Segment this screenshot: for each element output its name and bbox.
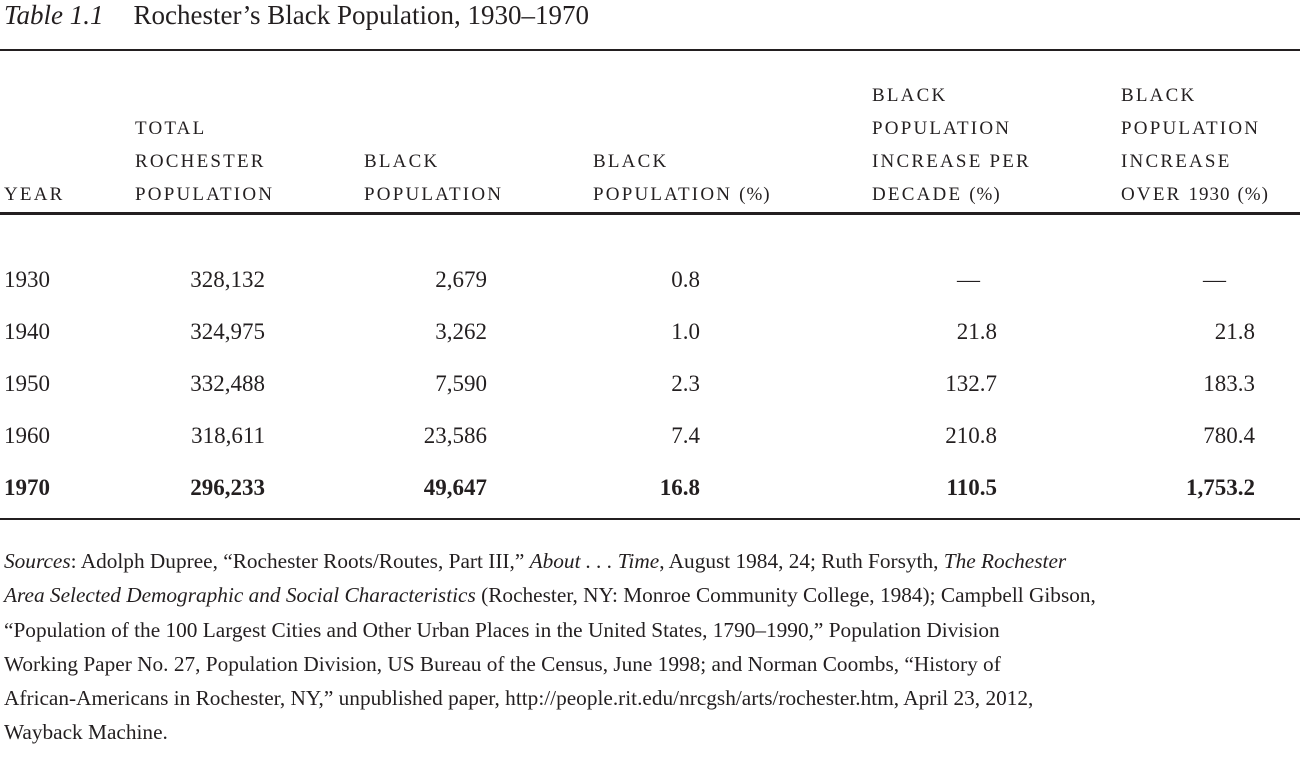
sources-line: “Population of the 100 Largest Cities an… xyxy=(4,617,1000,642)
cell-increase-over-1930: 183.3 xyxy=(1203,371,1255,396)
cell-black-population-pct: 0.8 xyxy=(671,267,700,292)
sources-text: , August 1984, 24; Ruth Forsyth, xyxy=(659,549,944,573)
cell-black-population-pct: 1.0 xyxy=(671,319,700,344)
cell-total-population: 318,611 xyxy=(191,423,265,448)
header-total-population: Total Rochester Population xyxy=(135,112,274,211)
header-year: Year xyxy=(4,178,65,211)
table-caption: Rochester’s Black Population, 1930–1970 xyxy=(133,0,589,30)
sources-line: African-Americans in Rochester, NY,” unp… xyxy=(4,686,1034,711)
cell-black-population: 2,679 xyxy=(435,267,487,292)
table-row: 1940 324,975 3,262 1.0 21.8 21.8 xyxy=(0,319,1302,359)
header-line: Total xyxy=(135,118,207,139)
sources-note: Sources: Adolph Dupree, “Rochester Roots… xyxy=(4,544,1096,750)
cell-increase-per-decade: — xyxy=(957,267,980,292)
cell-increase-per-decade: 110.5 xyxy=(946,475,997,500)
header-line: Rochester xyxy=(135,151,266,172)
cell-black-population: 3,262 xyxy=(435,319,487,344)
sources-text: : Adolph Dupree, “Rochester Roots/Routes… xyxy=(70,549,530,573)
cell-year: 1960 xyxy=(4,423,50,448)
cell-black-population: 49,647 xyxy=(423,475,487,500)
header-black-population-pct: Black Population (%) xyxy=(593,145,771,211)
table-row: 1930 328,132 2,679 0.8 — — xyxy=(0,267,1302,307)
cell-year: 1970 xyxy=(4,475,50,500)
header-line: Increase per xyxy=(872,151,1031,172)
sources-text: (Rochester, NY: Monroe Community College… xyxy=(475,583,1096,608)
sources-line: Sources: Adolph Dupree, “Rochester Roots… xyxy=(4,544,1096,578)
cell-black-population-pct: 2.3 xyxy=(671,371,700,396)
header-line: Black xyxy=(872,85,948,106)
header-increase-per-decade: Black Population Increase per Decade (%) xyxy=(872,79,1031,211)
cell-total-population: 332,488 xyxy=(190,371,265,396)
header-line: Black xyxy=(593,151,669,172)
cell-year: 1940 xyxy=(4,319,50,344)
header-line: Population (%) xyxy=(593,184,771,205)
cell-total-population: 324,975 xyxy=(190,319,265,344)
cell-year: 1950 xyxy=(4,371,50,396)
cell-black-population-pct: 16.8 xyxy=(659,475,700,500)
table-row: 1970 296,233 49,647 16.8 110.5 1,753.2 xyxy=(0,475,1302,515)
table-row: 1950 332,488 7,590 2.3 132.7 183.3 xyxy=(0,371,1302,411)
header-line: Black xyxy=(364,151,440,172)
cell-total-population: 296,233 xyxy=(190,475,265,500)
sources-line: Wayback Machine. xyxy=(4,720,168,745)
cell-black-population-pct: 7.4 xyxy=(671,423,700,448)
table-title: Table 1.1 Rochester’s Black Population, 1… xyxy=(4,0,589,31)
header-line: Population xyxy=(364,184,504,205)
header-black-population: Black Population xyxy=(364,145,503,211)
header-line: Population xyxy=(872,118,1012,139)
cell-increase-per-decade: 210.8 xyxy=(945,423,997,448)
table-number: Table 1.1 xyxy=(4,0,104,30)
header-line: Decade (%) xyxy=(872,184,1001,205)
cell-increase-over-1930: 1,753.2 xyxy=(1186,475,1255,500)
header-increase-over-1930: Black Population Increase Over 1930 (%) xyxy=(1121,79,1269,211)
sources-line: Area Selected Demographic and Social Cha… xyxy=(4,578,1096,612)
header-line: Increase xyxy=(1121,151,1232,172)
sources-label: Sources xyxy=(4,549,71,573)
cell-black-population: 7,590 xyxy=(435,371,487,396)
header-rule xyxy=(0,212,1300,215)
header-line: Year xyxy=(4,184,65,205)
cell-increase-over-1930: 780.4 xyxy=(1203,423,1255,448)
sources-title: The Rochester xyxy=(943,549,1067,573)
cell-total-population: 328,132 xyxy=(190,267,265,292)
sources-title: Area Selected Demographic and Social Cha… xyxy=(4,583,476,608)
cell-increase-over-1930: 21.8 xyxy=(1214,319,1255,344)
cell-year: 1930 xyxy=(4,267,50,292)
table-row: 1960 318,611 23,586 7.4 210.8 780.4 xyxy=(0,423,1302,463)
bottom-rule xyxy=(0,518,1300,520)
cell-black-population: 23,586 xyxy=(423,423,487,448)
header-line: Over 1930 (%) xyxy=(1121,184,1269,205)
top-rule xyxy=(0,49,1300,51)
sources-title: About . . . Time xyxy=(529,549,660,573)
cell-increase-over-1930: — xyxy=(1203,267,1226,292)
cell-increase-per-decade: 132.7 xyxy=(945,371,997,396)
header-line: Population xyxy=(135,184,275,205)
sources-line: Working Paper No. 27, Population Divisio… xyxy=(4,651,1001,676)
header-line: Black xyxy=(1121,85,1197,106)
cell-increase-per-decade: 21.8 xyxy=(956,319,997,344)
header-line: Population xyxy=(1121,118,1261,139)
